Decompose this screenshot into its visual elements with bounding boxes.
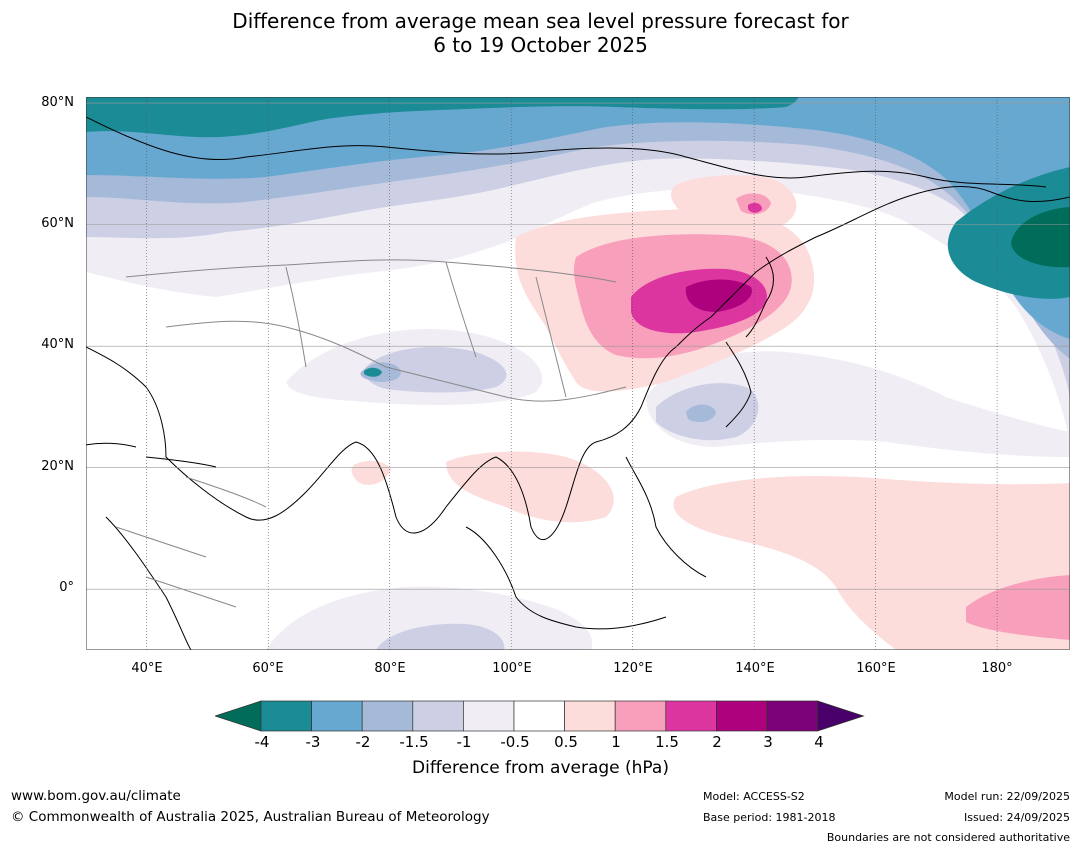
graticule bbox=[86, 97, 1070, 650]
colorbar-segment bbox=[665, 700, 717, 732]
chart-title: Difference from average mean sea level p… bbox=[0, 9, 1081, 57]
colorbar-segment bbox=[311, 700, 363, 732]
colorbar-over-arrow bbox=[817, 700, 865, 732]
colorbar-segment bbox=[260, 700, 312, 732]
footer-issued: Issued: 24/09/2025 bbox=[963, 811, 1070, 824]
lon-label-120e: 120°E bbox=[613, 661, 653, 676]
footer-model: Model: ACCESS-S2 bbox=[703, 790, 805, 803]
lat-label-60n: 60°N bbox=[41, 216, 74, 231]
colorbar-tick-label: -3 bbox=[305, 733, 321, 751]
coastlines bbox=[86, 116, 1070, 650]
lon-label-160e: 160°E bbox=[856, 661, 896, 676]
anomaly-region-neg-4-tibet bbox=[364, 367, 382, 377]
lon-label-40e: 40°E bbox=[131, 661, 163, 676]
footer-copyright: © Commonwealth of Australia 2025, Austra… bbox=[11, 809, 490, 825]
colorbar-tick-label: -4 bbox=[254, 733, 270, 751]
anomaly-region-neg-05-south bbox=[266, 586, 593, 650]
anomaly-region-neg-1-south bbox=[376, 623, 505, 650]
lat-label-80n: 80°N bbox=[41, 95, 74, 110]
colorbar-tick-label: -2 bbox=[355, 733, 371, 751]
footer-base-period: Base period: 1981-2018 bbox=[703, 811, 836, 824]
colorbar-tick-label: 2 bbox=[712, 733, 722, 751]
lon-label-100e: 100°E bbox=[492, 661, 532, 676]
footer-model-run: Model run: 22/09/2025 bbox=[944, 790, 1070, 803]
anomaly-region-neg-2 bbox=[86, 97, 1070, 339]
colorbar-tick-label: 4 bbox=[814, 733, 824, 751]
anomaly-region-pos-1-pacific bbox=[966, 575, 1070, 640]
title-line-2: 6 to 19 October 2025 bbox=[433, 33, 648, 57]
anomaly-region-neg-3 bbox=[86, 97, 798, 138]
colorbar-segment bbox=[766, 700, 818, 732]
colorbar-segment bbox=[513, 700, 565, 732]
lon-label-80e: 80°E bbox=[374, 661, 406, 676]
colorbar-tick-label: 0.5 bbox=[554, 733, 578, 751]
colorbar-under-arrow bbox=[215, 700, 262, 732]
colorbar-segment bbox=[463, 700, 515, 732]
anomaly-region-pos-05-north bbox=[671, 175, 797, 231]
lat-label-20n: 20°N bbox=[41, 459, 74, 474]
colorbar-tick-label: 1 bbox=[611, 733, 621, 751]
lon-label-180: 180° bbox=[981, 661, 1013, 676]
colorbar bbox=[215, 700, 865, 732]
title-line-1: Difference from average mean sea level p… bbox=[232, 9, 849, 33]
colorbar-tick-label: -1.5 bbox=[399, 733, 429, 751]
pressure-anomaly-map bbox=[86, 97, 1070, 650]
colorbar-title: Difference from average (hPa) bbox=[412, 758, 669, 778]
anomaly-region-pos-15-north bbox=[748, 202, 762, 213]
anomaly-region-neg-15-japan bbox=[686, 404, 716, 423]
colorbar-segment bbox=[564, 700, 616, 732]
colorbar-segment bbox=[716, 700, 768, 732]
colorbar-segment bbox=[361, 700, 414, 732]
lon-label-60e: 60°E bbox=[252, 661, 284, 676]
footer-url[interactable]: www.bom.gov.au/climate bbox=[11, 788, 181, 804]
footer-disclaimer: Boundaries are not considered authoritat… bbox=[826, 831, 1070, 844]
anomaly-region-pos-05-seasia bbox=[446, 451, 614, 523]
anomaly-region-neg-4 bbox=[1011, 207, 1070, 268]
anomaly-region-neg-1-tibet bbox=[364, 347, 507, 393]
anomaly-region-pos-2 bbox=[685, 279, 752, 312]
anomaly-region-pos-05-india bbox=[351, 460, 391, 485]
lat-label-0: 0° bbox=[59, 580, 74, 595]
colorbar-segment bbox=[614, 700, 667, 732]
colorbar-tick-label: -1 bbox=[456, 733, 472, 751]
colorbar-tick-label: 3 bbox=[763, 733, 773, 751]
colorbar-tick-label: -0.5 bbox=[500, 733, 530, 751]
anomaly-region-neg-3-east bbox=[947, 167, 1070, 299]
country-borders bbox=[115, 259, 627, 608]
anomaly-region-neg-05-japan bbox=[646, 351, 1070, 457]
map-panel bbox=[86, 97, 1070, 650]
lat-label-40n: 40°N bbox=[41, 337, 74, 352]
lon-label-140e: 140°E bbox=[735, 661, 775, 676]
colorbar-segment bbox=[412, 700, 464, 732]
colorbar-tick-label: 1.5 bbox=[655, 733, 679, 751]
map-frame bbox=[86, 97, 1070, 650]
